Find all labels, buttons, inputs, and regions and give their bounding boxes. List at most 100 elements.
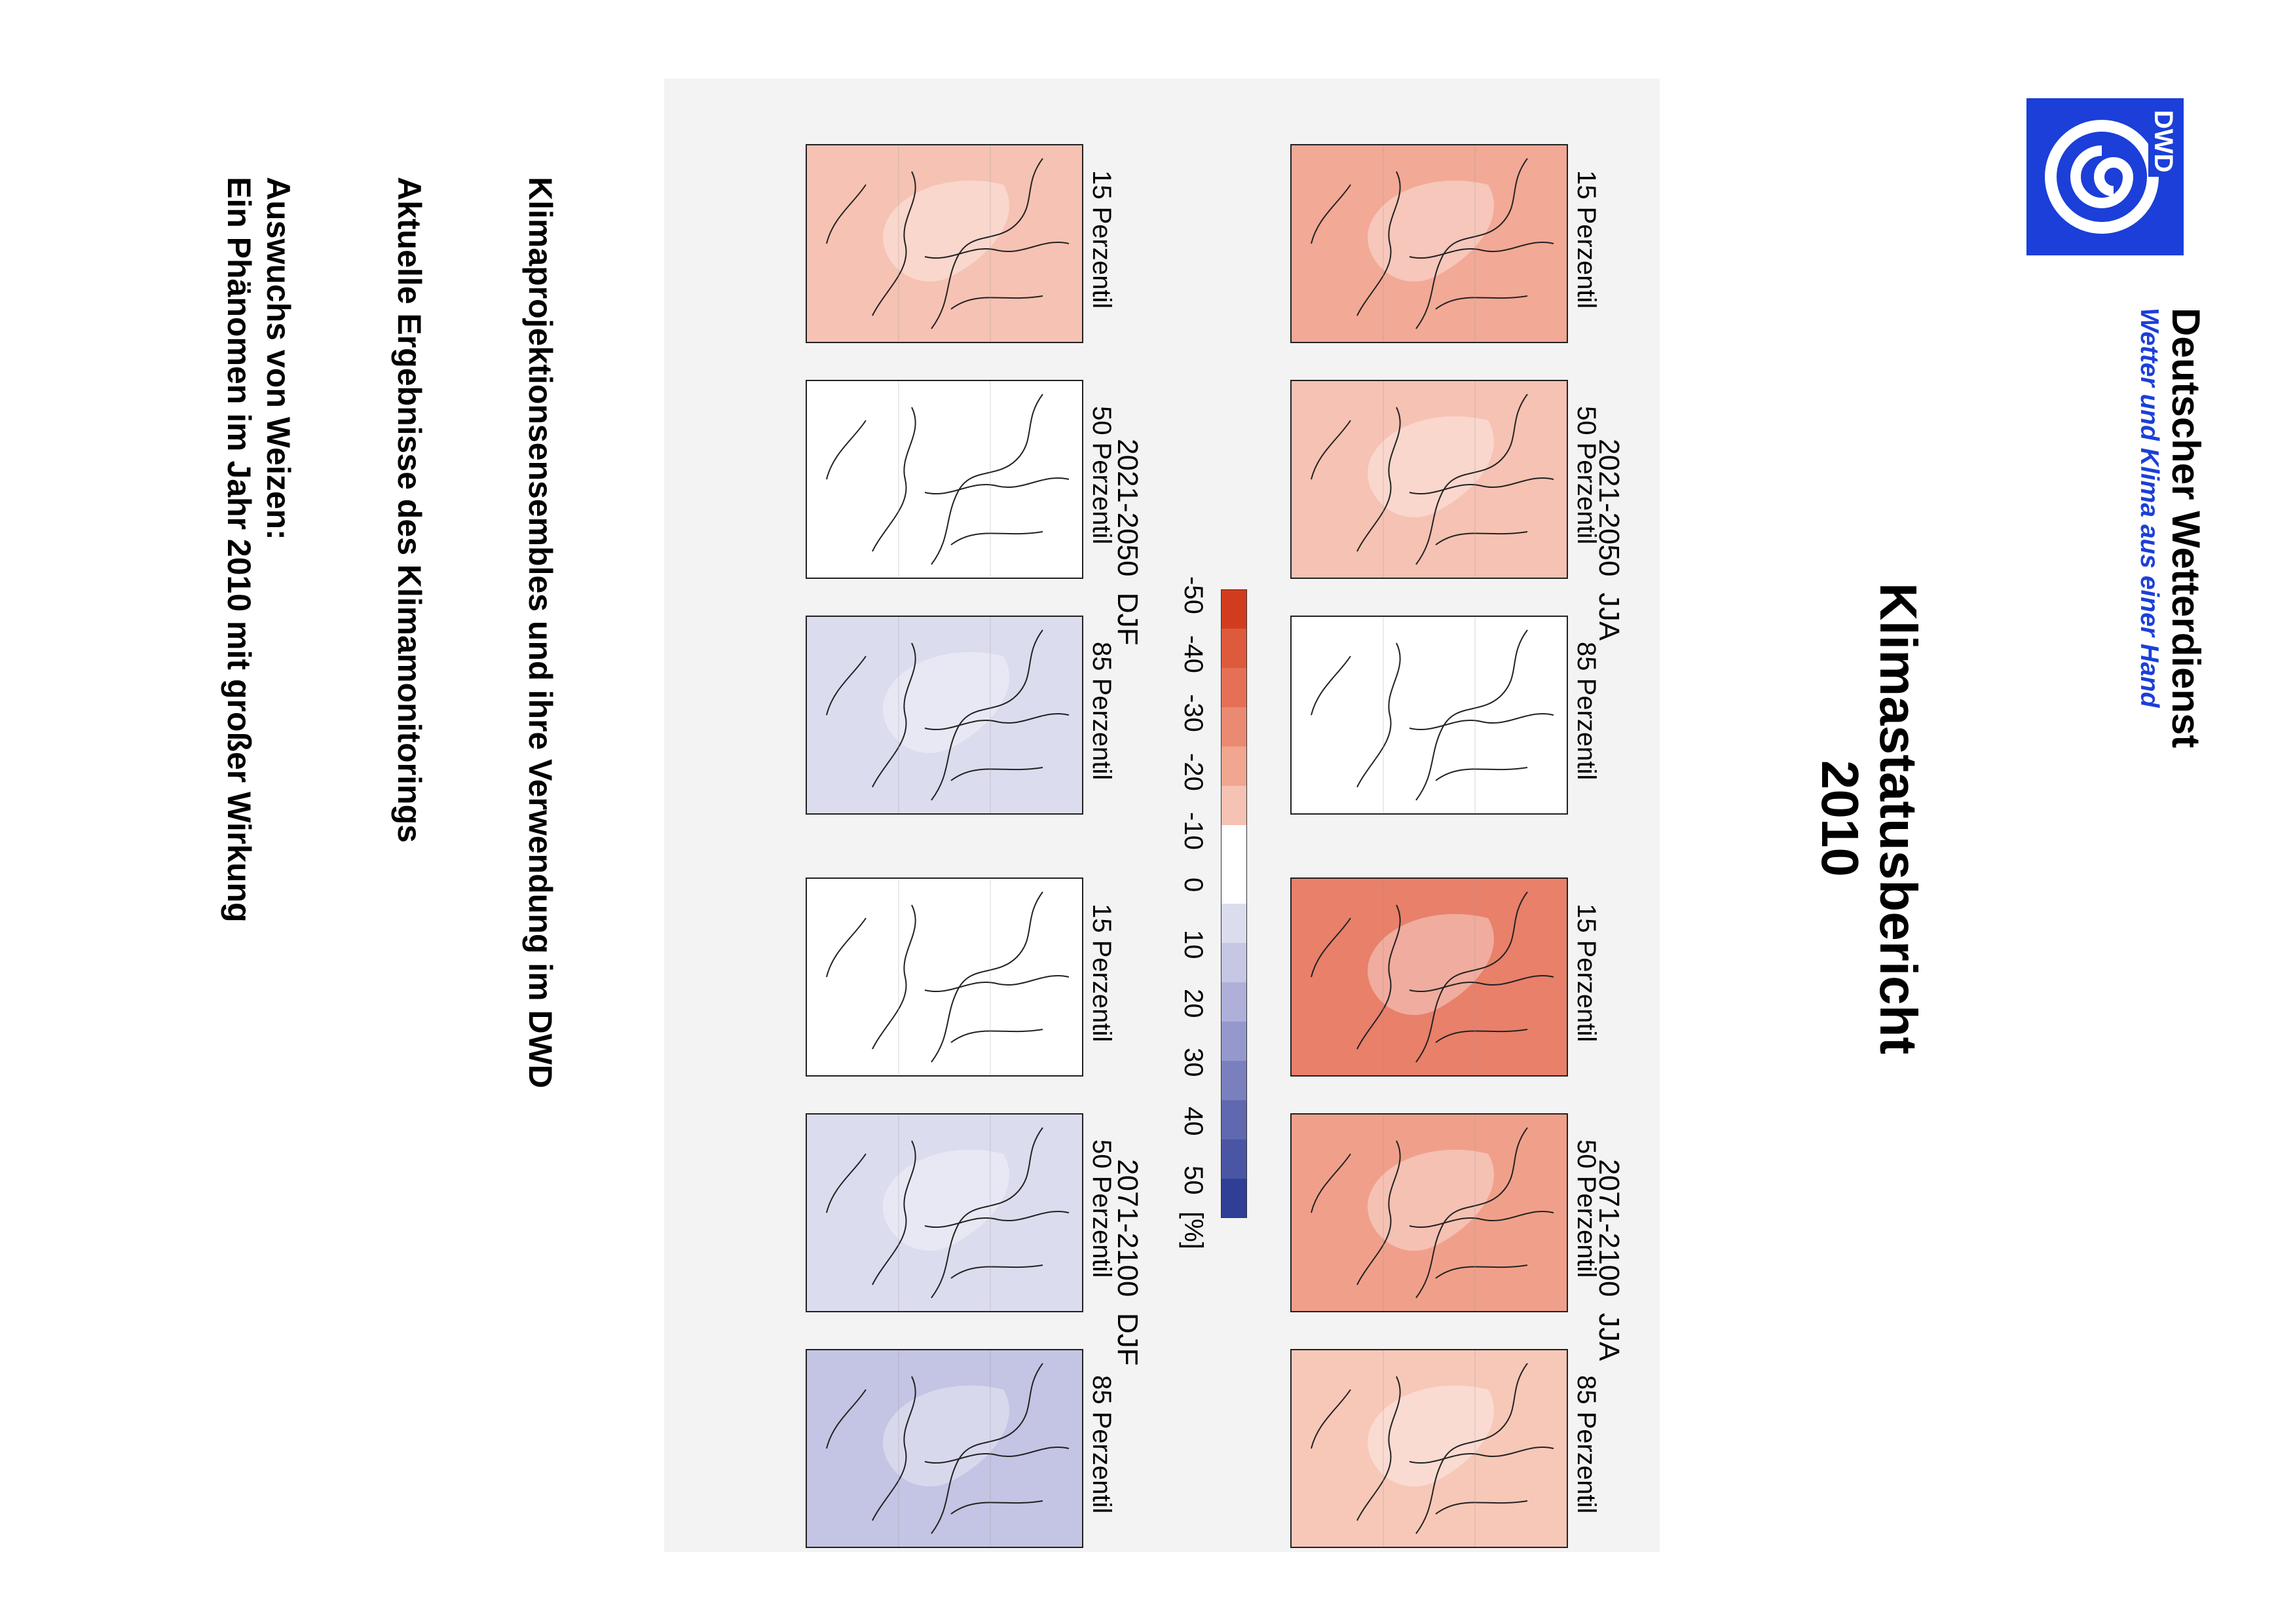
- map-fill: [1292, 1115, 1567, 1311]
- map-border-line: [826, 184, 867, 244]
- map-border-line: [1356, 171, 1401, 316]
- map-border-line: [924, 712, 1070, 731]
- map-patch: [1368, 1385, 1494, 1486]
- map-border-line: [872, 1376, 916, 1521]
- map-djf-2071-2100-p85: [806, 1349, 1083, 1548]
- colorbar-swatch: [1221, 668, 1247, 708]
- map-border-line: [872, 1140, 916, 1285]
- colorbar-swatch: [1221, 982, 1247, 1022]
- map-border-line: [931, 1127, 1043, 1299]
- map-border-line: [950, 1264, 1043, 1279]
- map-fill: [807, 1350, 1082, 1547]
- colorbar-swatch: [1221, 589, 1247, 629]
- map-border-line: [1409, 477, 1554, 495]
- map-djf-2071-2100-p15: [806, 877, 1083, 1077]
- map-border-line: [826, 1389, 867, 1449]
- map-border-line: [924, 241, 1070, 259]
- map-patch: [883, 652, 1009, 753]
- map-border-line: [826, 655, 867, 716]
- colorbar-swatch: [1221, 1179, 1247, 1219]
- text-line-projection: Klimaprojektionsensembles und ihre Verwe…: [522, 177, 559, 1088]
- map-border-line: [1435, 295, 1528, 310]
- colorbar-tick: -40: [1179, 635, 1208, 673]
- colorbar-border: [1221, 589, 1247, 1218]
- map-djf-2021-2050-p15: [806, 144, 1083, 343]
- map-border-line: [1409, 712, 1554, 731]
- colorbar-swatch: [1221, 747, 1247, 786]
- map-jja-2021-2050-p50: [1290, 380, 1568, 579]
- panel-label: 50 Perzentil: [1572, 1139, 1601, 1278]
- map-border-line: [872, 642, 916, 788]
- map-border-line: [1356, 904, 1401, 1050]
- text-line-weizen: Auswuchs von Weizen:: [260, 177, 297, 540]
- brand-tagline: Wetter und Klima aus einer Hand: [2135, 308, 2163, 708]
- map-border-line: [1311, 1389, 1351, 1449]
- map-fill: [807, 381, 1082, 578]
- map-patch: [883, 180, 1009, 282]
- map-graphic: [1292, 145, 1567, 342]
- panel-label: 15 Perzentil: [1087, 904, 1116, 1043]
- colorbar-swatch: [1221, 1139, 1247, 1179]
- panel-label: 15 Perzentil: [1572, 904, 1601, 1043]
- map-graphic: [807, 1115, 1082, 1311]
- panel-label: 85 Perzentil: [1087, 1375, 1116, 1514]
- map-border-line: [1356, 1140, 1401, 1285]
- colorbar-unit: [%]: [1179, 1211, 1208, 1249]
- map-graphic: [807, 879, 1082, 1075]
- map-border-line: [1415, 1363, 1528, 1534]
- colorbar-swatch: [1221, 943, 1247, 983]
- map-border-line: [872, 904, 916, 1050]
- map-fill: [807, 617, 1082, 813]
- map-border-line: [1311, 655, 1351, 716]
- map-jja-2021-2050-p15: [1290, 144, 1568, 343]
- map-border-line: [950, 295, 1043, 310]
- map-border-line: [950, 767, 1043, 781]
- map-border-line: [924, 1446, 1070, 1464]
- map-border-line: [1435, 767, 1528, 781]
- colorbar-swatch: [1221, 629, 1247, 669]
- map-graphic: [1292, 879, 1567, 1075]
- map-graphic: [1292, 381, 1567, 578]
- map-patch: [1368, 180, 1494, 282]
- panel-label: 50 Perzentil: [1087, 406, 1116, 545]
- colorbar-swatch: [1221, 1022, 1247, 1061]
- map-patch: [883, 1385, 1009, 1486]
- panel-label: 15 Perzentil: [1087, 170, 1116, 309]
- map-border-line: [1356, 407, 1401, 552]
- map-border-line: [1435, 1264, 1528, 1279]
- logo-text: DWD: [2149, 110, 2178, 173]
- colorbar-scale: [1221, 589, 1247, 1219]
- map-border-line: [950, 531, 1043, 545]
- map-border-line: [1311, 184, 1351, 244]
- map-graphic: [1292, 1350, 1567, 1547]
- map-border-line: [931, 394, 1043, 565]
- map-fill: [807, 145, 1082, 342]
- colorbar-swatch: [1221, 864, 1247, 904]
- map-border-line: [1415, 1127, 1528, 1299]
- map-fill: [807, 879, 1082, 1075]
- map-jja-2071-2100-p85: [1290, 1349, 1568, 1548]
- colorbar-tick: 0: [1179, 877, 1208, 893]
- map-border-line: [1435, 531, 1528, 545]
- map-graphic: [1292, 617, 1567, 813]
- panel-label: 15 Perzentil: [1572, 170, 1601, 309]
- map-border-line: [872, 407, 916, 552]
- map-patch: [1368, 416, 1494, 517]
- report-year: 2010: [1811, 760, 1869, 877]
- colorbar-swatch: [1221, 1100, 1247, 1140]
- map-border-line: [1415, 394, 1528, 565]
- map-border-line: [950, 1029, 1043, 1043]
- colorbar-tick: -10: [1179, 812, 1208, 850]
- map-djf-2071-2100-p50: [806, 1113, 1083, 1312]
- colorbar-swatch: [1221, 1061, 1247, 1101]
- climate-projection-figure: 2021-2050 JJA 2071-2100 JJA 15 Perzentil…: [664, 79, 1660, 1552]
- map-fill: [1292, 1350, 1567, 1547]
- map-jja-2071-2100-p50: [1290, 1113, 1568, 1312]
- panel-label: 85 Perzentil: [1087, 642, 1116, 781]
- map-graphic: [807, 1350, 1082, 1547]
- colorbar-swatch: [1221, 786, 1247, 826]
- map-border-line: [924, 477, 1070, 495]
- brand-name: Deutscher Wetterdienst: [2164, 308, 2208, 748]
- colorbar-tick: -30: [1179, 694, 1208, 732]
- map-graphic: [1292, 1115, 1567, 1311]
